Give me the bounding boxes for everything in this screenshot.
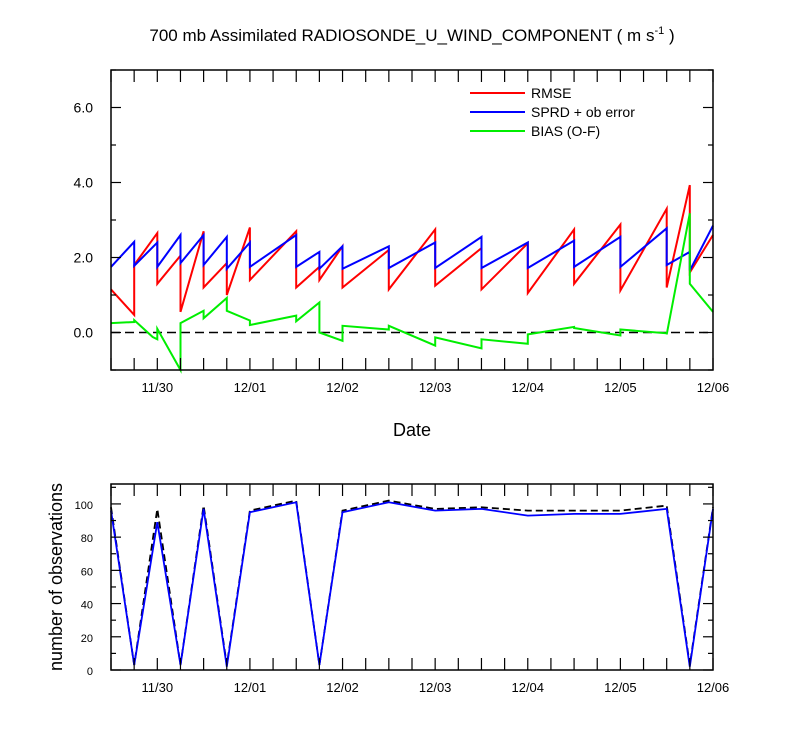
chart-title-sup: -1 <box>654 25 664 37</box>
bottom-x-tick-label: 12/06 <box>697 680 730 695</box>
bottom-panel: 11/30 12/01 12/02 12/03 12/04 12/05 12/06 0 20 40… <box>46 483 729 695</box>
bottom-y-tick-label: 100 <box>75 500 93 512</box>
bottom-y-tick-label: 80 <box>81 533 93 545</box>
bottom-x-tick-label: 12/04 <box>511 680 544 695</box>
top-series-group <box>110 184 714 374</box>
legend-bias-label: BIAS (O-F) <box>531 123 600 139</box>
chart-title: 700 mb Assimilated RADIOSONDE_U_WIND_COM… <box>149 25 674 45</box>
bottom-y-tick-label: 20 <box>81 633 93 645</box>
top-ticks: 11/30 12/01 12/02 12/03 12/04 12/05 12/06 0.0 2.… <box>74 69 730 395</box>
top-x-tick-label: 12/06 <box>697 380 730 395</box>
bottom-x-tick-label: 12/01 <box>234 680 267 695</box>
top-series-rmse <box>110 184 714 318</box>
top-y-tick-label: 2.0 <box>74 250 94 266</box>
chart-title-tail: ) <box>664 26 674 45</box>
top-x-tick-label: 12/02 <box>326 380 359 395</box>
legend-sprd-label: SPRD + ob error <box>531 104 635 120</box>
top-panel: 11/30 12/01 12/02 12/03 12/04 12/05 12/06 0.0 2.… <box>74 69 730 440</box>
bottom-x-tick-label: 11/30 <box>142 680 174 695</box>
top-x-axis-label: Date <box>393 420 431 440</box>
chart-title-main: 700 mb Assimilated RADIOSONDE_U_WIND_COM… <box>149 26 654 45</box>
top-x-tick-label: 12/01 <box>234 380 267 395</box>
bottom-plot-frame <box>110 483 714 671</box>
top-y-tick-label: 4.0 <box>74 175 94 191</box>
bottom-series-observations-used <box>110 501 714 667</box>
top-x-tick-label: 12/05 <box>604 380 637 395</box>
bottom-x-tick-label: 12/05 <box>604 680 637 695</box>
top-series-sprd-ob-error <box>110 225 714 272</box>
bottom-y-tick-label: 40 <box>81 600 93 612</box>
bottom-x-tick-label: 12/03 <box>419 680 452 695</box>
top-x-tick-label: 11/30 <box>142 380 174 395</box>
bottom-y-tick-label: 0 <box>87 666 93 678</box>
bottom-y-tick-label: 60 <box>81 566 93 578</box>
legend: RMSE SPRD + ob error BIAS (O-F) <box>470 85 635 139</box>
bottom-series-group <box>110 499 714 667</box>
top-x-tick-label: 12/03 <box>419 380 452 395</box>
bottom-y-axis-label: number of observations <box>46 483 66 671</box>
top-y-tick-label: 0.0 <box>74 325 94 341</box>
top-y-tick-label: 6.0 <box>74 100 94 116</box>
bottom-ticks: 11/30 12/01 12/02 12/03 12/04 12/05 12/06 0 20 40… <box>75 484 730 695</box>
bottom-x-tick-label: 12/02 <box>326 680 359 695</box>
top-x-tick-label: 12/04 <box>511 380 544 395</box>
legend-rmse-label: RMSE <box>531 85 571 101</box>
